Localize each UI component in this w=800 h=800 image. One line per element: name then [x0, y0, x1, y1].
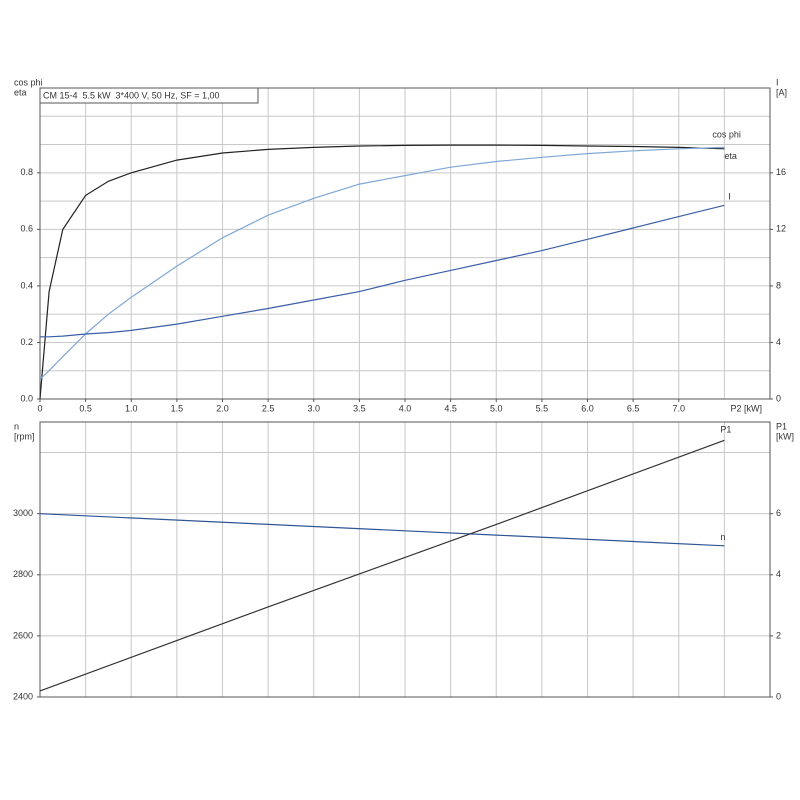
series-line	[39, 439, 725, 692]
y2-axis-label: I	[776, 77, 779, 87]
y-tick-label: 0.2	[20, 337, 33, 347]
title-box	[39, 87, 259, 104]
series-label: eta	[724, 151, 737, 161]
y-tick-label: 2600	[13, 630, 33, 640]
y-tick-label: 0.8	[20, 167, 33, 177]
y-axis-label: [rpm]	[14, 431, 35, 441]
y-axis-label: n	[14, 421, 19, 431]
y-tick-label: 0.6	[20, 224, 33, 234]
x-tick-label: 6.5	[627, 403, 640, 413]
y-tick-label: 3000	[13, 508, 33, 518]
x-tick-label: 3.5	[353, 403, 366, 413]
y2-tick-label: 4	[776, 569, 781, 579]
series-line	[40, 204, 725, 338]
y2-tick-label: 8	[776, 280, 781, 290]
plot-frame	[39, 421, 771, 698]
x-axis-label: P2 [kW]	[730, 403, 762, 413]
y2-tick-label: 12	[776, 224, 786, 234]
x-tick-label: 2.5	[262, 403, 275, 413]
y2-axis-label: [A]	[776, 87, 787, 97]
x-tick-label: 5.5	[536, 403, 549, 413]
x-tick-label: 1.0	[125, 403, 138, 413]
x-tick-label: 0	[37, 403, 42, 413]
series-label: cos phi	[712, 130, 741, 140]
x-tick-label: 1.5	[171, 403, 184, 413]
x-tick-label: 6.0	[581, 403, 594, 413]
y2-axis-label: [kW]	[776, 431, 794, 441]
series-label: n	[720, 532, 725, 542]
x-tick-label: 3.0	[307, 403, 320, 413]
x-tick-label: 4.5	[444, 403, 457, 413]
series-label: I	[728, 192, 731, 202]
series-line	[39, 513, 725, 547]
y-axis-label: eta	[14, 87, 27, 97]
y2-tick-label: 4	[776, 337, 781, 347]
y-axis-label: cos phi	[14, 77, 43, 87]
y2-tick-label: 2	[776, 630, 781, 640]
x-tick-label: 4.0	[399, 403, 412, 413]
y2-tick-label: 16	[776, 167, 786, 177]
chart-title: CM 15-4 5.5 kW 3*400 V, 50 Hz, SF = 1,00	[43, 90, 220, 100]
y-tick-label: 2400	[13, 691, 33, 701]
series-label: P1	[720, 425, 731, 435]
series-line	[39, 144, 725, 400]
y-tick-label: 0.4	[20, 280, 33, 290]
y2-tick-label: 0	[776, 691, 781, 701]
y2-axis-label: P1	[776, 421, 787, 431]
y2-tick-label: 6	[776, 508, 781, 518]
x-tick-label: 2.0	[216, 403, 229, 413]
x-tick-label: 5.0	[490, 403, 503, 413]
x-tick-label: 7.0	[672, 403, 685, 413]
x-tick-label: 0.5	[79, 403, 92, 413]
y-tick-label: 0.0	[20, 393, 33, 403]
y-tick-label: 2800	[13, 569, 33, 579]
y2-tick-label: 0	[776, 393, 781, 403]
